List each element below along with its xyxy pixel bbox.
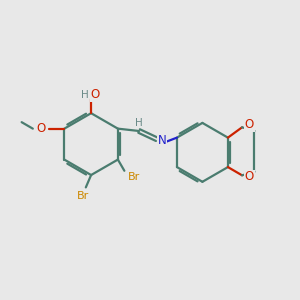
Text: Br: Br <box>128 172 140 182</box>
Text: O: O <box>90 88 100 101</box>
Text: O: O <box>245 118 254 131</box>
Text: O: O <box>36 122 45 135</box>
Text: H: H <box>81 90 88 100</box>
Text: H: H <box>135 118 143 128</box>
Text: O: O <box>245 170 254 183</box>
Text: N: N <box>158 134 167 147</box>
Text: Br: Br <box>77 190 90 201</box>
